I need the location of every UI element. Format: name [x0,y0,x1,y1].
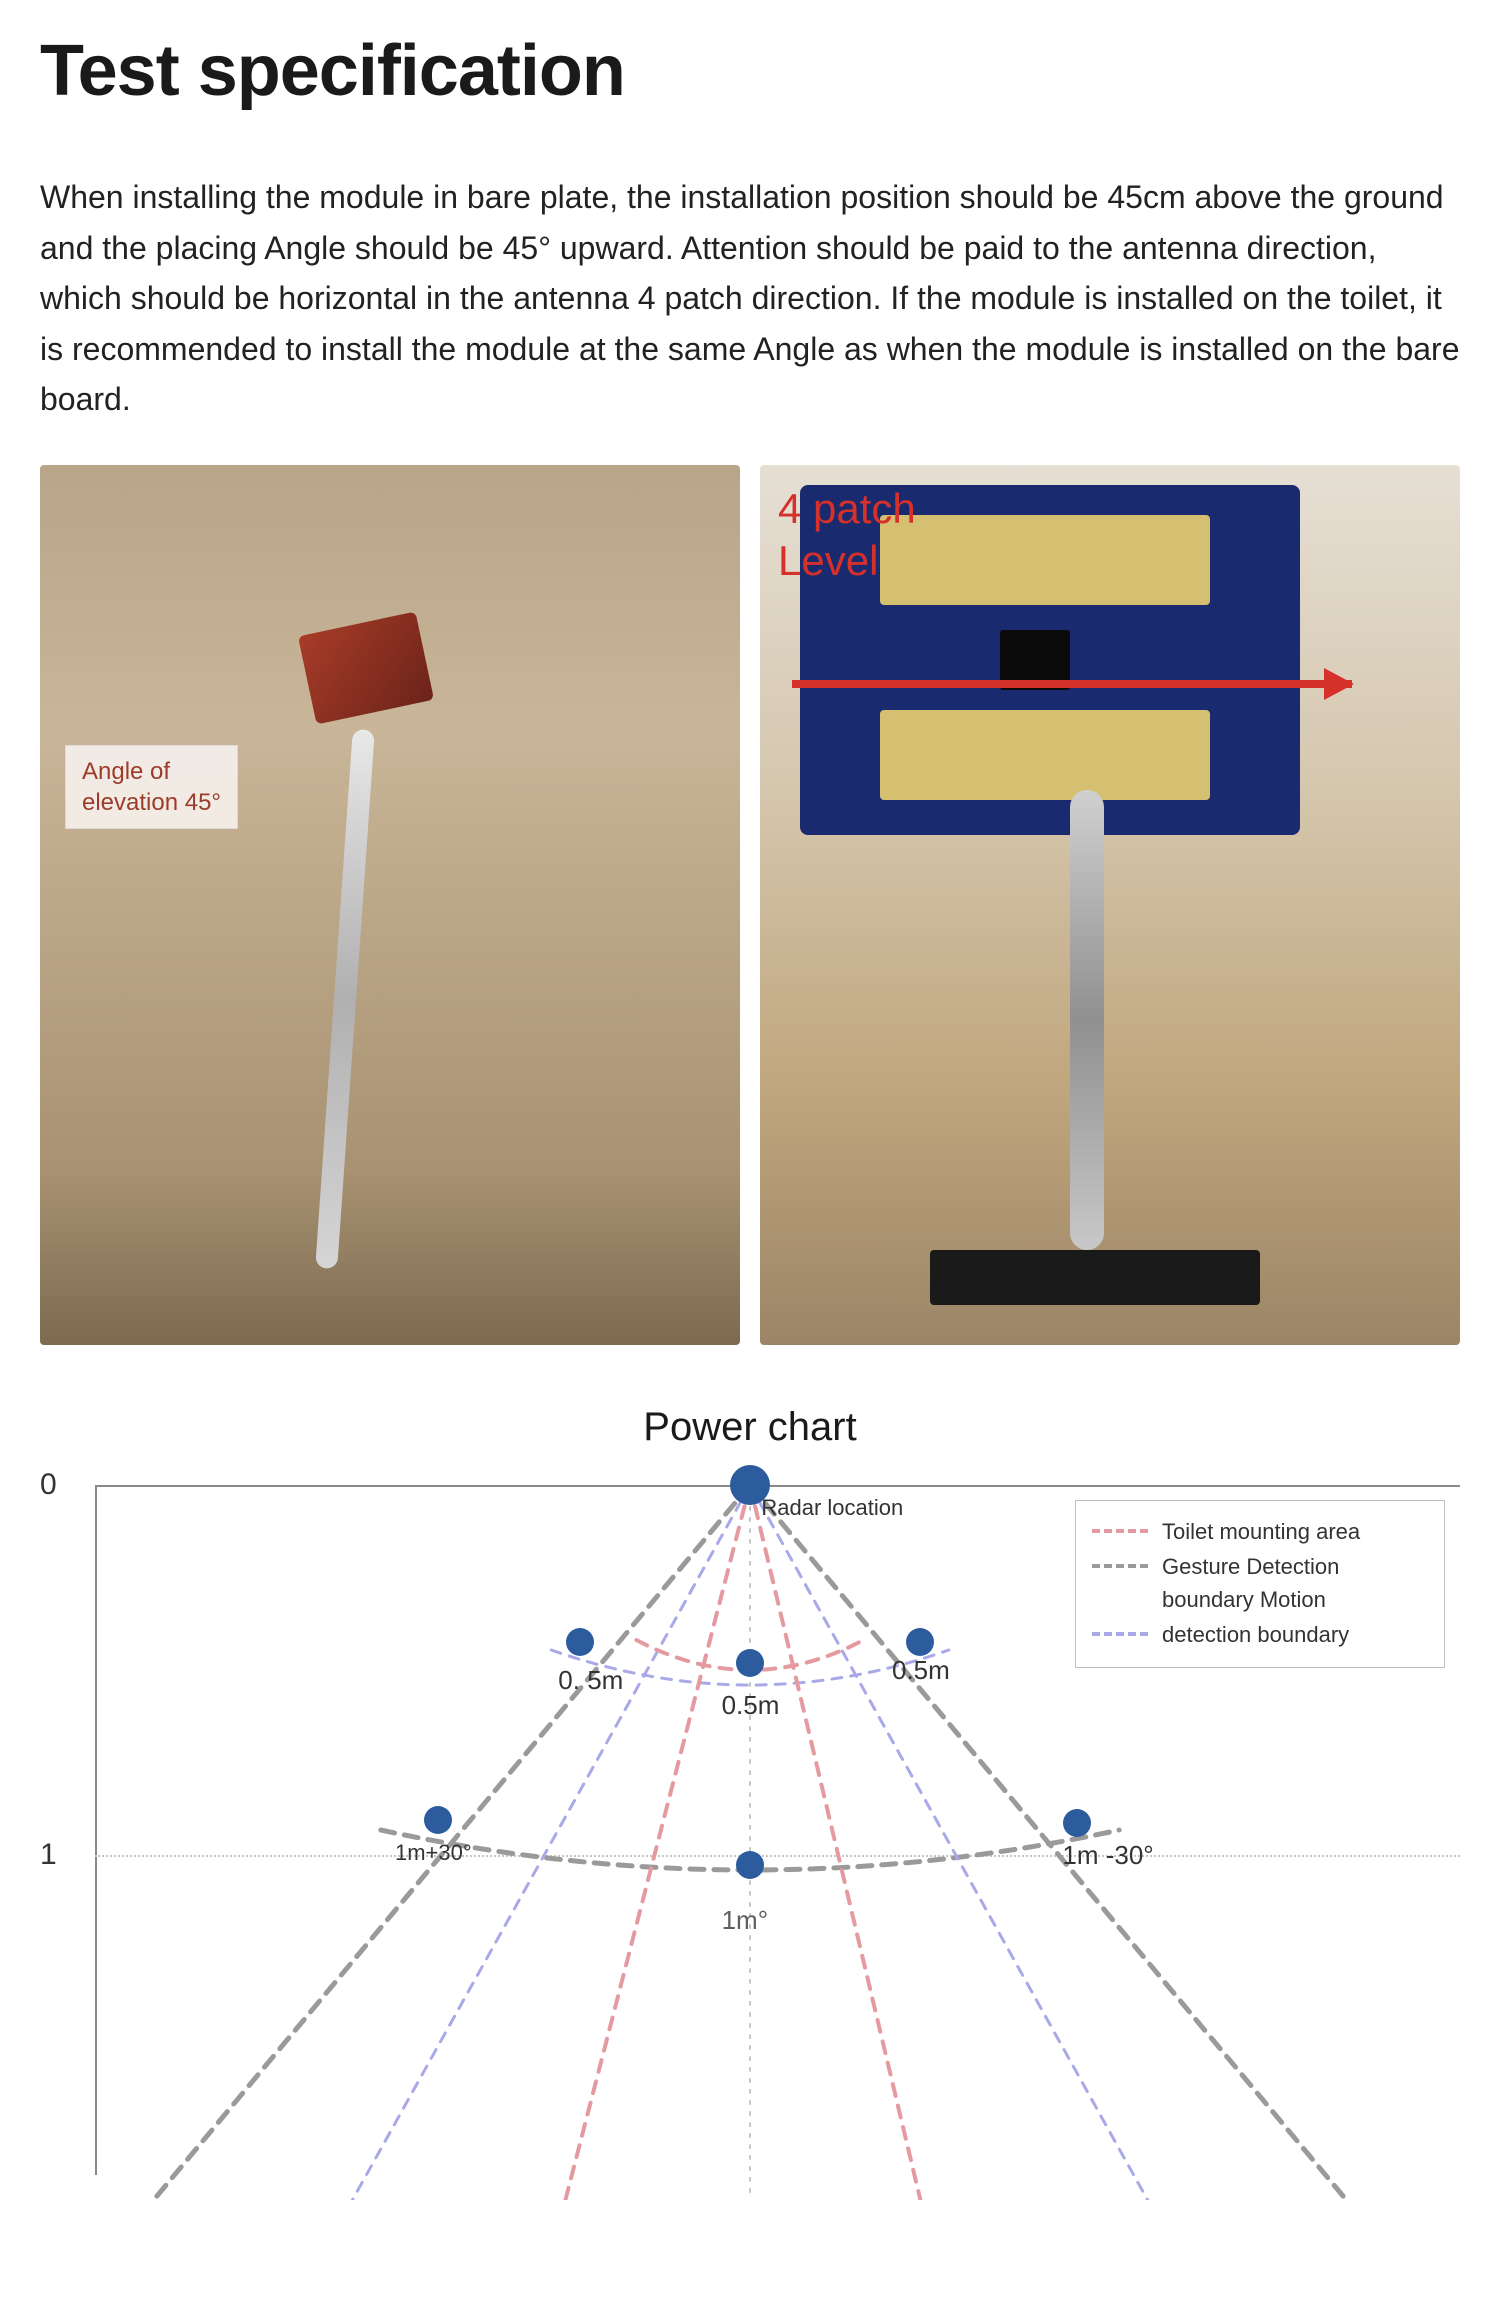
chart-label: 0. 5m [558,1665,623,1696]
chart-marker [906,1628,934,1656]
photo-patch-level: 4 patch Level [760,465,1460,1345]
chart-label: 0.5m [892,1655,950,1686]
chart-title: Power chart [40,1405,1460,1450]
legend-row-pink: Toilet mounting area [1092,1515,1428,1548]
chart-legend: Toilet mounting area Gesture Detection b… [1075,1500,1445,1668]
helping-hand-stand-icon [930,1250,1260,1305]
legend-swatch-grey [1092,1564,1148,1568]
legend-text-violet: detection boundary [1162,1618,1349,1651]
legend-text-pink: Toilet mounting area [1162,1515,1360,1548]
power-chart: Power chart 0 1 Toilet mounting area Ges… [40,1405,1460,2200]
photo-row: Angle of elevation 45° 4 patch Level [40,465,1460,1345]
chart-label: Radar location [761,1495,903,1521]
legend-text-grey: Gesture Detection boundary Motion [1162,1550,1428,1616]
patch-level-label: 4 patch Level [778,483,916,588]
photo-elevation-angle: Angle of elevation 45° [40,465,740,1345]
legend-swatch-violet [1092,1632,1148,1636]
page-title: Test specification [40,30,1460,112]
chart-marker [424,1806,452,1834]
intro-paragraph: When installing the module in bare plate… [40,172,1460,425]
chart-area: 0 1 Toilet mounting area Gesture Detecti… [40,1460,1460,2200]
chart-label: 1m -30° [1062,1840,1153,1871]
elevation-angle-label: Angle of elevation 45° [65,745,238,829]
arrow-right-icon [792,680,1352,688]
chart-label: 1m+30° [395,1840,472,1866]
legend-swatch-pink [1092,1529,1148,1533]
chart-label: 1m° [722,1905,769,1936]
chart-label: 0.5m [722,1690,780,1721]
chart-marker [736,1649,764,1677]
chart-marker [736,1851,764,1879]
legend-row-grey: Gesture Detection boundary Motion [1092,1550,1428,1616]
legend-row-violet: detection boundary [1092,1618,1428,1651]
chart-marker [566,1628,594,1656]
chart-marker [1063,1809,1091,1837]
chart-marker [730,1465,770,1505]
